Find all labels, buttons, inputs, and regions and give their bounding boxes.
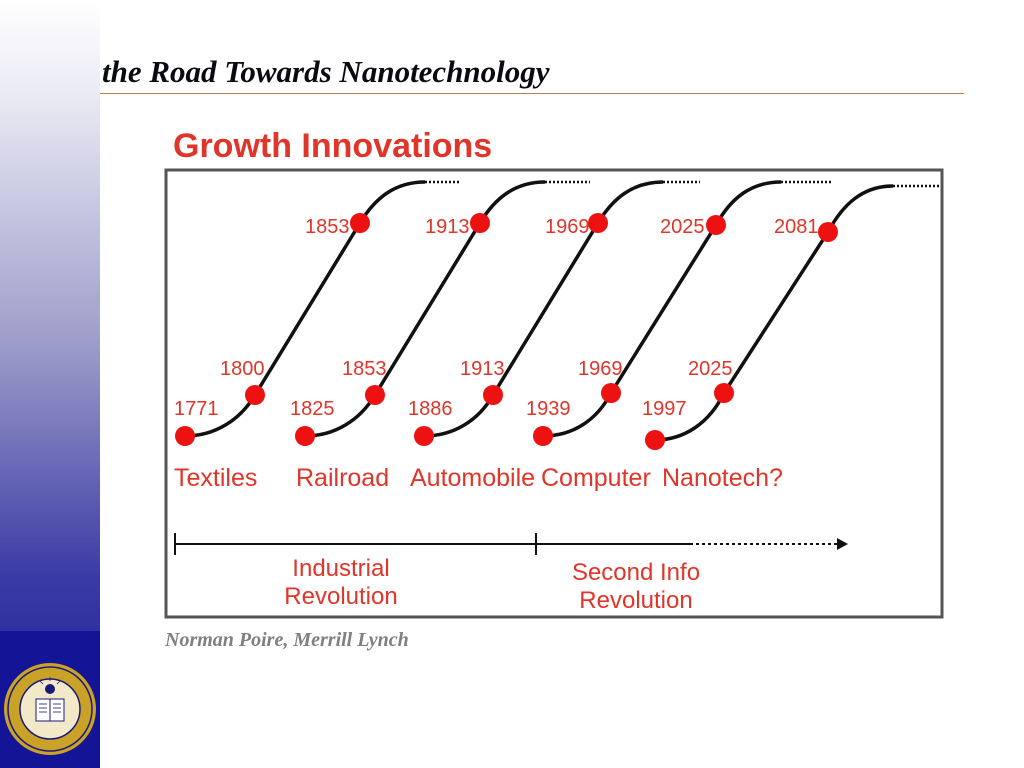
wave-nanotech-label: Nanotech? xyxy=(662,464,783,492)
wave-nanotech: 1997 2025 2081 Nanotech? xyxy=(642,184,940,492)
wave-computer-start-year: 1939 xyxy=(526,398,571,420)
wave-automobile-start-dot xyxy=(414,426,434,446)
wave-nanotech-mid-year: 2025 xyxy=(688,358,733,380)
seal-emblem-icon xyxy=(4,663,96,755)
wave-computer-mid-dot xyxy=(601,383,621,403)
era-industrial-line1: Industrial xyxy=(292,555,389,582)
era-industrial-line2: Revolution xyxy=(284,583,397,610)
wave-computer-top-year: 2025 xyxy=(660,216,705,238)
wave-automobile: 1886 1913 1969 Automobile xyxy=(408,180,700,492)
wave-automobile-mid-dot xyxy=(483,385,503,405)
era-second-info-line2: Revolution xyxy=(579,587,692,614)
wave-automobile-top-year: 1969 xyxy=(545,216,590,238)
wave-railroad-top-year: 1913 xyxy=(425,216,470,238)
wave-textiles-mid-dot xyxy=(245,385,265,405)
wave-textiles-top-year: 1853 xyxy=(305,216,350,238)
era-second-info-line1: Second Info xyxy=(572,559,700,586)
timeline-arrowhead-icon xyxy=(837,538,848,550)
diagram-frame xyxy=(164,168,944,619)
wave-textiles-mid-year: 1800 xyxy=(220,358,265,380)
wave-computer: 1939 1969 2025 Computer xyxy=(526,180,832,492)
growth-innovations-diagram: Growth Innovations 1771 1800 1853 Textil… xyxy=(164,127,944,619)
wave-railroad-start-dot xyxy=(295,426,315,446)
wave-textiles-top-dot xyxy=(350,213,370,233)
wave-railroad-mid-year: 1853 xyxy=(342,358,387,380)
wave-railroad-start-year: 1825 xyxy=(290,398,335,420)
wave-textiles-start-year: 1771 xyxy=(174,398,219,420)
wave-railroad-mid-dot xyxy=(365,385,385,405)
wave-textiles-label: Textiles xyxy=(174,464,257,492)
wave-automobile-mid-year: 1913 xyxy=(460,358,505,380)
wave-nanotech-mid-dot xyxy=(714,383,734,403)
wave-computer-mid-year: 1969 xyxy=(578,358,623,380)
wave-railroad-top-dot xyxy=(470,213,490,233)
source-attribution: Norman Poire, Merrill Lynch xyxy=(165,629,409,651)
wave-railroad-label: Railroad xyxy=(296,464,389,492)
wave-computer-label: Computer xyxy=(541,464,651,492)
wave-textiles: 1771 1800 1853 Textiles xyxy=(174,180,460,492)
title-divider xyxy=(100,93,964,94)
wave-nanotech-top-dot xyxy=(818,222,838,242)
wave-nanotech-start-year: 1997 xyxy=(642,398,687,420)
wave-railroad: 1825 1853 1913 Railroad xyxy=(290,180,590,492)
era-timeline xyxy=(174,533,848,555)
wave-automobile-label: Automobile xyxy=(410,464,535,492)
wave-nanotech-top-year: 2081 xyxy=(774,216,819,238)
wave-automobile-top-dot xyxy=(588,213,608,233)
wave-automobile-start-year: 1886 xyxy=(408,398,453,420)
wave-computer-start-dot xyxy=(533,426,553,446)
wave-nanotech-start-dot xyxy=(645,430,665,450)
diagram-heading: Growth Innovations xyxy=(173,127,492,165)
slide-title: the Road Towards Nanotechnology xyxy=(102,54,550,89)
university-seal xyxy=(0,631,100,768)
wave-computer-top-dot xyxy=(706,215,726,235)
wave-textiles-start-dot xyxy=(175,426,195,446)
